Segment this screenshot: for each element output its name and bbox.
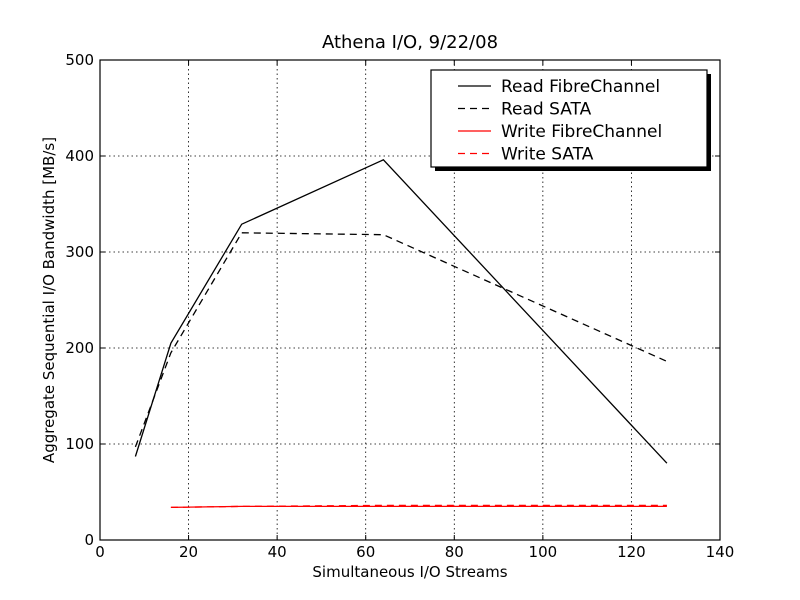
axis-ticks: 0 20 40 60 80 100 120 140 0 100 200 300 400 500 [65,51,734,561]
x-tick-label: 20 [179,543,198,561]
series-line [134,232,668,448]
x-tick-label: 140 [706,543,735,561]
x-tick-label: 0 [95,543,105,561]
series-line [170,504,667,509]
y-tick-label: 200 [65,339,94,357]
y-tick-label: 300 [65,243,94,261]
x-tick-label: 60 [356,543,375,561]
x-axis-label: Simultaneous I/O Streams [312,563,507,581]
chart-title: Athena I/O, 9/22/08 [322,32,498,53]
series-line [134,159,668,464]
legend-label: Read SATA [501,100,592,120]
x-tick-label: 100 [529,543,558,561]
series-lines [134,159,668,509]
legend-label: Write FibreChannel [501,122,662,142]
y-tick-label: 400 [65,147,94,165]
x-tick-label: 80 [445,543,464,561]
x-tick-label: 120 [617,543,646,561]
plot-area-frame [99,59,721,541]
y-tick-label: 500 [65,51,94,69]
legend-label: Read FibreChannel [501,77,660,97]
y-tick-label: 100 [65,435,94,453]
legend-label: Write SATA [501,145,594,165]
x-tick-label: 40 [268,543,287,561]
series-line [170,505,667,509]
grid-lines [100,60,720,540]
y-tick-label: 0 [84,531,94,549]
y-axis-label: Aggregate Sequential I/O Bandwidth [MB/s… [40,137,58,463]
